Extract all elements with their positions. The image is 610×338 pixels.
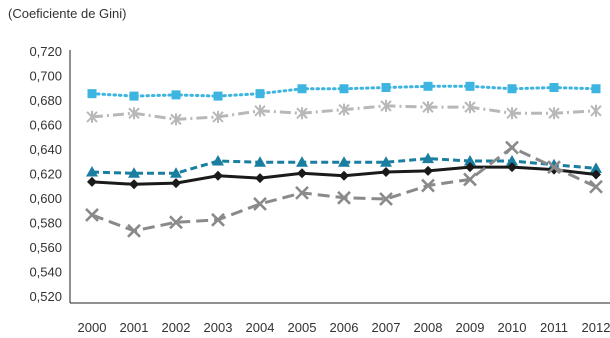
data-point xyxy=(171,90,181,100)
data-point xyxy=(507,84,517,94)
x-tick-label: 2011 xyxy=(540,320,568,335)
x-tick-label: 2004 xyxy=(246,320,275,335)
data-point xyxy=(423,165,433,176)
data-point xyxy=(591,84,601,94)
data-point xyxy=(507,162,517,173)
x-tick-label: 2003 xyxy=(204,320,233,335)
data-point xyxy=(253,196,267,211)
data-point xyxy=(505,140,519,155)
data-point xyxy=(254,104,266,117)
data-point xyxy=(380,99,392,112)
y-tick-label: 0,580 xyxy=(29,216,62,231)
data-point xyxy=(295,185,309,200)
data-point xyxy=(297,168,307,179)
data-point xyxy=(547,160,561,175)
x-tick-label: 2009 xyxy=(456,320,485,335)
data-point xyxy=(338,103,350,116)
data-point xyxy=(127,223,141,238)
data-point xyxy=(422,152,434,164)
series-group xyxy=(85,81,603,238)
data-point xyxy=(380,156,392,167)
x-tick-label: 2006 xyxy=(330,320,359,335)
y-tick-label: 0,540 xyxy=(29,265,62,280)
data-point xyxy=(86,110,98,123)
data-point xyxy=(170,167,182,178)
data-point xyxy=(128,167,140,178)
data-point xyxy=(421,178,435,193)
series-5 xyxy=(85,140,603,238)
data-point xyxy=(465,81,475,91)
data-point xyxy=(128,107,140,120)
data-point xyxy=(422,101,434,114)
data-point xyxy=(590,104,602,117)
data-point xyxy=(85,208,99,222)
x-tick-label: 2012 xyxy=(582,320,610,335)
y-tick-label: 0,660 xyxy=(29,118,62,133)
data-point xyxy=(129,91,139,101)
data-point xyxy=(339,84,349,94)
data-point xyxy=(338,156,350,167)
data-point xyxy=(170,113,182,126)
x-tick-label: 2007 xyxy=(372,320,401,335)
data-point xyxy=(212,110,224,123)
data-point xyxy=(591,169,601,180)
y-tick-label: 0,520 xyxy=(29,289,62,304)
data-point xyxy=(423,81,433,91)
y-tick-label: 0,720 xyxy=(29,44,62,59)
data-point xyxy=(87,89,97,99)
data-point xyxy=(339,170,349,181)
data-point xyxy=(465,162,475,173)
data-point xyxy=(213,170,223,181)
data-point xyxy=(254,156,266,167)
data-point xyxy=(296,107,308,120)
data-point xyxy=(129,179,139,190)
data-point xyxy=(297,84,307,94)
y-tick-label: 0,640 xyxy=(29,142,62,157)
data-point xyxy=(211,212,225,227)
y-tick-label: 0,600 xyxy=(29,191,62,206)
series-1 xyxy=(87,81,601,101)
y-tick-label: 0,620 xyxy=(29,167,62,182)
data-point xyxy=(87,176,97,187)
data-point xyxy=(589,179,603,194)
x-tick-label: 2010 xyxy=(498,320,527,335)
data-point xyxy=(506,107,518,120)
data-point xyxy=(255,89,265,99)
data-point xyxy=(548,158,560,170)
y-axis-unit-label: (Coeficiente de Gini) xyxy=(8,6,127,21)
data-point xyxy=(212,155,224,166)
data-point xyxy=(464,101,476,114)
x-axis-ticks: 2000 2001 2002 2003 2004 2005 2006 2007 2008 2009… xyxy=(78,320,610,335)
data-point xyxy=(463,172,477,187)
data-point xyxy=(381,83,391,93)
x-tick-label: 2002 xyxy=(162,320,191,335)
data-point xyxy=(171,178,181,189)
x-tick-label: 2001 xyxy=(120,320,149,335)
data-point xyxy=(169,215,183,230)
series-3 xyxy=(86,152,602,178)
data-point xyxy=(379,192,393,206)
x-tick-label: 2000 xyxy=(78,320,107,335)
data-point xyxy=(255,173,265,184)
data-point xyxy=(506,155,518,166)
series-2 xyxy=(86,99,602,126)
data-point xyxy=(590,162,602,173)
data-point xyxy=(86,166,98,177)
y-axis-ticks: 0,520 0,540 0,560 0,580 0,600 0,620 0,640 0,660… xyxy=(29,44,62,304)
x-tick-label: 2008 xyxy=(414,320,443,335)
data-point xyxy=(337,190,351,205)
series-4 xyxy=(87,162,601,190)
y-tick-label: 0,680 xyxy=(29,93,62,108)
data-point xyxy=(381,167,391,178)
y-tick-label: 0,700 xyxy=(29,69,62,84)
y-tick-label: 0,560 xyxy=(29,240,62,255)
x-tick-label: 2005 xyxy=(288,320,317,335)
data-point xyxy=(464,155,476,166)
data-point xyxy=(549,83,559,93)
data-point xyxy=(548,107,560,120)
data-point xyxy=(296,156,308,167)
data-point xyxy=(213,91,223,101)
